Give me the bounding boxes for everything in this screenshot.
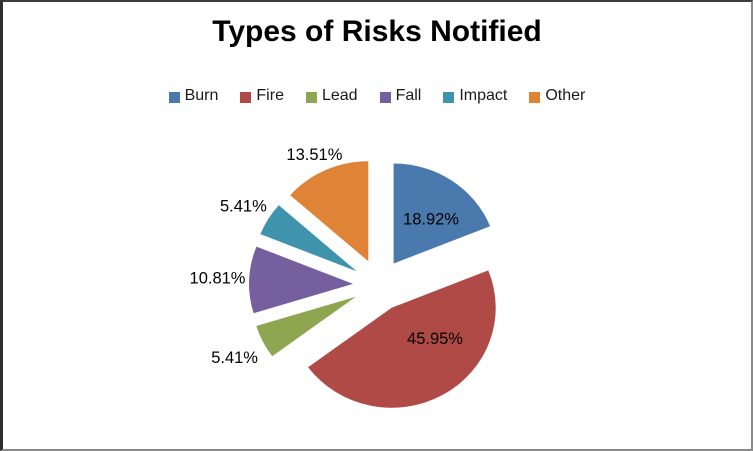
legend-swatch-lead-icon <box>305 91 317 103</box>
legend-item-other: Other <box>529 88 585 106</box>
legend-label-burn: Burn <box>184 87 219 104</box>
legend-item-fall: Fall <box>379 87 422 106</box>
pie-label-lead: 5.41% <box>211 349 258 367</box>
chart-legend: Burn Fire Lead Fall Impact Other <box>3 88 751 106</box>
legend-item-lead: Lead <box>305 87 358 106</box>
legend-item-burn: Burn <box>168 87 219 106</box>
legend-label-fire: Fire <box>256 87 284 104</box>
legend-swatch-other-icon <box>529 91 541 103</box>
pie-slice-fire <box>308 270 496 408</box>
pie-chart: 18.92% 45.95% 5.41% 10.81% 5.41% 13.51% <box>190 146 496 408</box>
pie-label-impact: 5.41% <box>220 198 267 216</box>
pie-slice-burn <box>393 163 491 264</box>
legend-label-fall: Fall <box>395 87 422 104</box>
pie-slice-fall <box>249 246 353 314</box>
pie-label-burn: 18.92% <box>403 210 459 228</box>
legend-label-impact: Impact <box>459 87 508 104</box>
legend-swatch-impact-icon <box>443 91 455 103</box>
legend-item-impact: Impact <box>443 88 507 106</box>
legend-label-lead: Lead <box>321 87 358 104</box>
pie-label-other: 13.51% <box>286 146 342 164</box>
pie-slice-impact <box>260 205 357 272</box>
legend-swatch-fire-icon <box>240 91 252 103</box>
pie-slice-lead <box>256 296 356 357</box>
legend-swatch-burn-icon <box>168 91 180 103</box>
pie-label-fire: 45.95% <box>407 330 463 348</box>
legend-item-fire: Fire <box>240 88 284 106</box>
pie-label-fall: 10.81% <box>190 269 246 287</box>
legend-label-other: Other <box>545 87 586 104</box>
chart-title: Types of Risks Notified <box>212 15 542 48</box>
legend-swatch-fall-icon <box>379 91 391 103</box>
pie-slice-other <box>290 161 369 262</box>
